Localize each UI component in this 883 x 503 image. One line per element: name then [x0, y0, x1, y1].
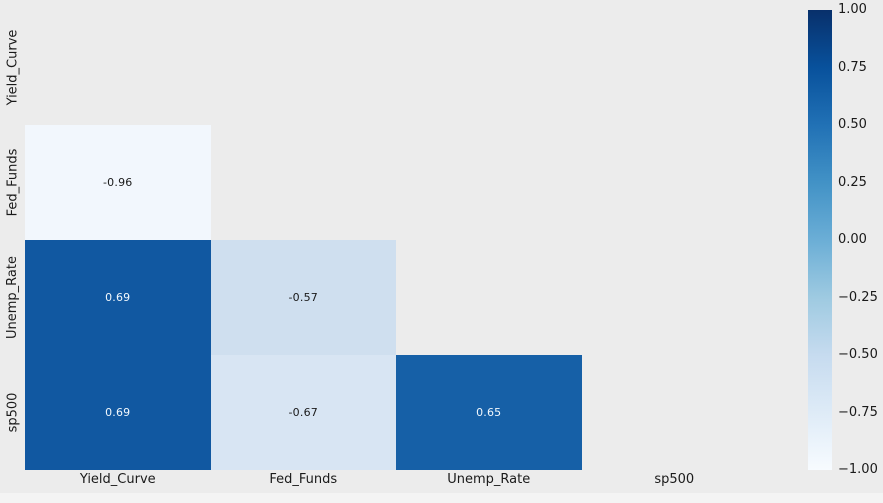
y-tick-label-Yield_Curve: Yield_Curve — [0, 10, 25, 125]
colorbar-tick-label: 0.75 — [838, 59, 867, 75]
colorbar-tick-label: −1.00 — [838, 462, 878, 477]
y-tick-label-text: Yield_Curve — [5, 29, 20, 106]
colorbar-tick-label: 0.25 — [838, 174, 867, 190]
colorbar-tick-label: −0.50 — [838, 347, 878, 362]
heatmap-cell-Unemp_Rate-Fed_Funds: -0.57 — [210, 240, 396, 355]
cell-annotation: -0.67 — [288, 406, 318, 419]
x-tick-label-Unemp_Rate: Unemp_Rate — [447, 472, 531, 487]
heatmap-axes: -0.96 0.69 -0.57 0.69 -0.67 0.65 — [25, 10, 767, 470]
cell-annotation: 0.65 — [476, 406, 502, 419]
colorbar — [808, 10, 832, 470]
y-tick-label-text: Fed_Funds — [5, 148, 21, 217]
y-tick-label-sp500: sp500 — [0, 355, 25, 470]
cell-annotation: -0.57 — [288, 291, 318, 304]
x-tick-label-Fed_Funds: Fed_Funds — [269, 472, 338, 487]
colorbar-tick-label: −0.25 — [838, 289, 878, 305]
heatmap-cell-sp500-Unemp_Rate: 0.65 — [396, 355, 582, 470]
cell-annotation: 0.69 — [105, 406, 131, 419]
cell-annotation: -0.96 — [103, 176, 133, 189]
heatmap-cell-sp500-Fed_Funds: -0.67 — [210, 355, 396, 470]
heatmap-cell-Unemp_Rate-Yield_Curve: 0.69 — [25, 240, 211, 355]
y-tick-label-text: sp500 — [5, 392, 20, 433]
x-tick-label-sp500: sp500 — [654, 472, 695, 487]
heatmap-cell-sp500-Yield_Curve: 0.69 — [25, 355, 211, 470]
cell-annotation: 0.69 — [105, 291, 131, 304]
colorbar-tick-label: −0.75 — [838, 404, 878, 420]
heatmap-cell-Fed_Funds-Yield_Curve: -0.96 — [25, 125, 211, 240]
y-tick-label-Fed_Funds: Fed_Funds — [0, 125, 25, 240]
y-tick-label-Unemp_Rate: Unemp_Rate — [0, 240, 25, 355]
x-tick-label-Yield_Curve: Yield_Curve — [79, 472, 156, 487]
colorbar-tick-label: 0.50 — [838, 117, 867, 132]
colorbar-tick-label: 0.00 — [838, 232, 867, 247]
colorbar-tick-label: 1.00 — [838, 2, 867, 17]
figure-bottom-edge — [0, 493, 883, 503]
y-tick-label-text: Unemp_Rate — [5, 256, 21, 339]
